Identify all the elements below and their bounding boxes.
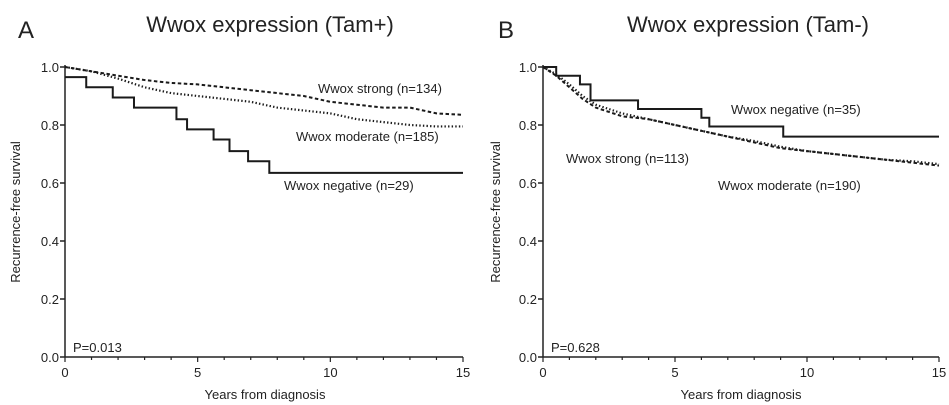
series-label-wwox-strong: Wwox strong (n=113) xyxy=(566,151,689,166)
p-value: P=0.628 xyxy=(551,340,600,355)
panel-label: B xyxy=(498,17,514,44)
series-label-wwox-strong: Wwox strong (n=134) xyxy=(318,81,442,96)
series-line-wwox-moderate xyxy=(542,66,940,166)
series-line-wwox-negative xyxy=(543,66,939,138)
y-tick-label: 1.0 xyxy=(519,60,537,75)
y-tick-label: 0.8 xyxy=(41,118,59,133)
series-label-wwox-moderate: Wwox moderate (n=185) xyxy=(296,129,439,144)
panel-b: B Wwox expression (Tam-) Years from diag… xyxy=(488,12,946,402)
x-tick-label: 5 xyxy=(194,365,201,380)
x-tick-label: 10 xyxy=(323,365,337,380)
y-tick-label: 0.2 xyxy=(519,292,537,307)
x-tick-label: 10 xyxy=(800,365,814,380)
y-tick-label: 0.6 xyxy=(41,176,59,191)
chart-title: Wwox expression (Tam-) xyxy=(627,12,869,37)
y-axis-title: Recurrence-free survival xyxy=(8,141,23,283)
y-tick-label: 0.4 xyxy=(41,234,59,249)
x-tick-label: 5 xyxy=(671,365,678,380)
chart-title: Wwox expression (Tam+) xyxy=(146,12,394,37)
series-label-wwox-moderate: Wwox moderate (n=190) xyxy=(718,178,861,193)
y-tick-label: 0.0 xyxy=(41,350,59,365)
series-label-wwox-negative: Wwox negative (n=35) xyxy=(731,102,861,117)
panel-a: A Wwox expression (Tam+) Years from diag… xyxy=(8,12,470,402)
x-tick-label: 15 xyxy=(456,365,470,380)
y-tick-label: 0.6 xyxy=(519,176,537,191)
panel-label: A xyxy=(18,17,34,44)
y-axis-title: Recurrence-free survival xyxy=(488,141,503,283)
y-tick-label: 0.0 xyxy=(519,350,537,365)
y-tick-label: 1.0 xyxy=(41,60,59,75)
series-label-wwox-negative: Wwox negative (n=29) xyxy=(284,178,414,193)
x-axis-title: Years from diagnosis xyxy=(205,387,326,402)
x-tick-label: 0 xyxy=(539,365,546,380)
series-line-wwox-strong xyxy=(64,66,464,116)
x-tick-label: 0 xyxy=(61,365,68,380)
y-tick-label: 0.2 xyxy=(41,292,59,307)
y-tick-label: 0.8 xyxy=(519,118,537,133)
x-axis-title: Years from diagnosis xyxy=(681,387,802,402)
x-tick-label: 15 xyxy=(932,365,946,380)
p-value: P=0.013 xyxy=(73,340,122,355)
y-tick-label: 0.4 xyxy=(519,234,537,249)
series-line-wwox-negative xyxy=(65,76,463,174)
